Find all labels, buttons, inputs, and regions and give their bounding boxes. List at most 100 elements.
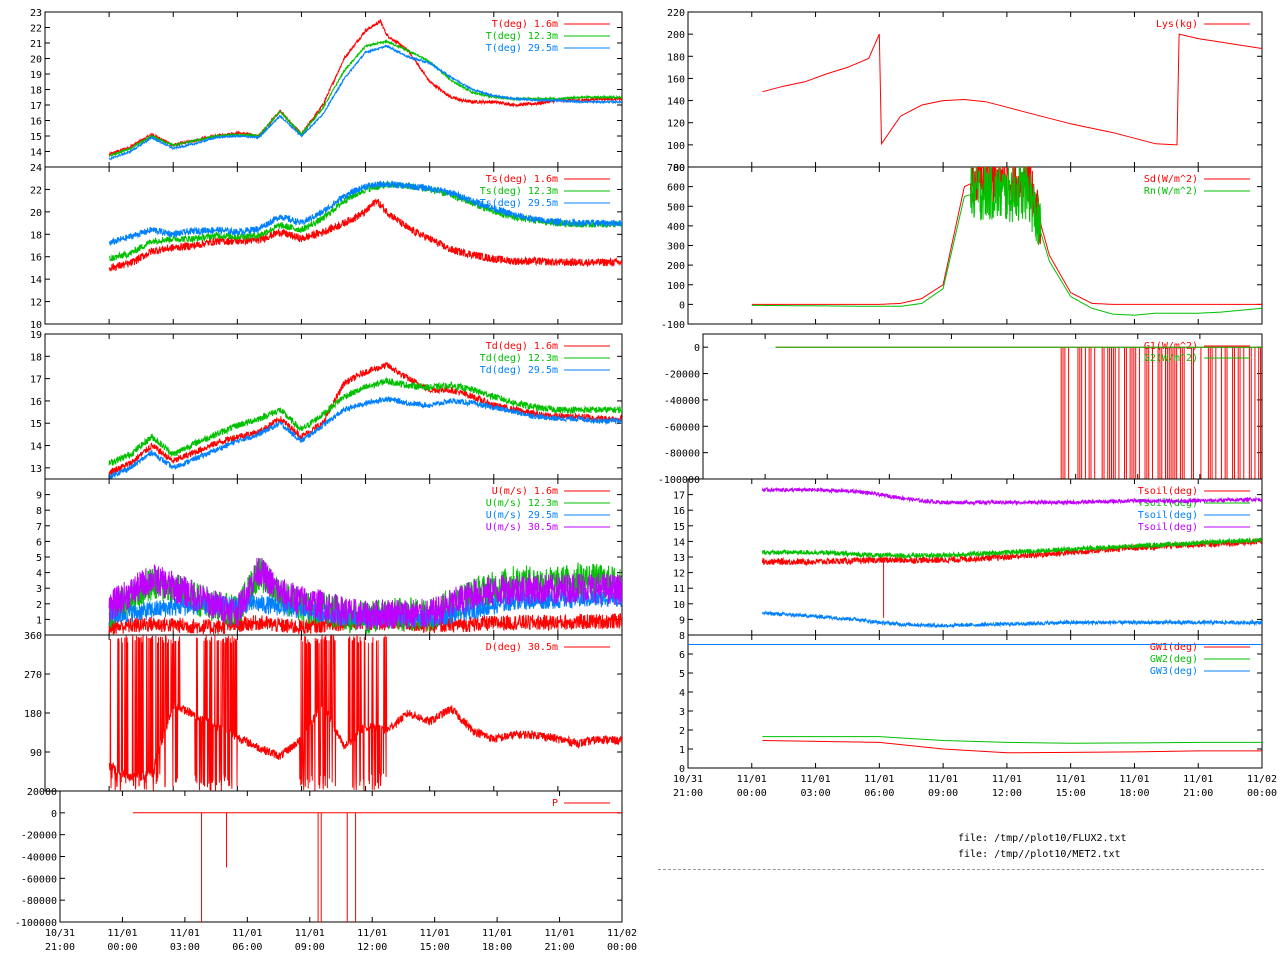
right-xtick-time-label: 06:00 (864, 788, 894, 799)
ytick-label: 14 (673, 537, 685, 548)
series-line-temperature-1 (108, 39, 622, 158)
ytick-label: 15 (30, 132, 42, 143)
legend-label-wind-speed: U(m/s) 29.5m (486, 510, 558, 521)
ytick-label: 200 (667, 30, 685, 41)
legend-label-wind-speed: U(m/s) 12.3m (486, 498, 558, 509)
right-xtick-date-label: 11/01 (737, 774, 767, 785)
ytick-label: -40000 (21, 853, 57, 864)
series-line-lysimeter-0 (762, 33, 1262, 146)
series-line-dewpoint-2 (108, 396, 622, 479)
ytick-label: 120 (667, 119, 685, 130)
left-xtick-date-label: 11/01 (232, 928, 262, 939)
right-xtick-time-label: 21:00 (673, 788, 703, 799)
ytick-label: 12 (673, 569, 685, 580)
panel-frame-ground-water (687, 634, 1263, 769)
ytick-label: 17 (673, 491, 685, 502)
right-xtick-date-label: 11/01 (1119, 774, 1149, 785)
legend-label-soil-temperature: Tsoil(deg) (1138, 510, 1198, 521)
file-label-flux: file: /tmp//plot10/FLUX2.txt (958, 833, 1127, 844)
left-xtick-time-label: 15:00 (420, 942, 450, 953)
panel-frame-surface-temperature (44, 166, 623, 325)
left-xtick-date-label: 11/01 (545, 928, 575, 939)
ytick-label: 0 (51, 809, 57, 820)
right-xtick-date-label: 10/31 (673, 774, 703, 785)
ytick-label: -60000 (21, 874, 57, 885)
ytick-label: 18 (30, 86, 42, 97)
ytick-label: 0 (694, 343, 700, 354)
ytick-label: 2 (36, 600, 42, 611)
legend-label-radiation: Rn(W/m^2) (1144, 186, 1198, 197)
ytick-label: 0 (679, 300, 685, 311)
ytick-label: 18 (30, 352, 42, 363)
ytick-label: 13 (673, 553, 685, 564)
legend-label-dewpoint: Td(deg) 29.5m (480, 365, 558, 376)
series-line-radiation-0 (751, 167, 1262, 305)
left-xtick-time-label: 09:00 (295, 942, 325, 953)
right-xtick-time-label: 09:00 (928, 788, 958, 799)
series-line-temperature-2 (108, 44, 622, 161)
legend-label-temperature: T(deg) 1.6m (492, 19, 558, 30)
ytick-label: 100 (667, 281, 685, 292)
series-line-dewpoint-1 (108, 376, 622, 466)
legend-label-dewpoint: Td(deg) 12.3m (480, 353, 558, 364)
ytick-label: 500 (667, 202, 685, 213)
series-line-ground-water-1 (762, 736, 1262, 744)
ytick-label: 21 (30, 39, 42, 50)
ytick-label: 270 (24, 670, 42, 681)
legend-label-ground-water: GW2(deg) (1150, 654, 1198, 665)
ytick-label: 11 (673, 584, 685, 595)
left-xtick-time-label: 21:00 (45, 942, 75, 953)
ytick-label: 180 (24, 709, 42, 720)
ytick-label: 13 (30, 464, 42, 475)
left-xtick-time-label: 06:00 (232, 942, 262, 953)
left-xtick-date-label: 11/01 (357, 928, 387, 939)
ytick-label: 9 (679, 615, 685, 626)
right-xtick-date-label: 11/02 (1247, 774, 1277, 785)
ytick-label: 15 (673, 522, 685, 533)
left-xtick-date-label: 11/02 (607, 928, 637, 939)
right-xtick-date-label: 11/01 (864, 774, 894, 785)
ytick-label: 14 (30, 148, 42, 159)
ytick-label: 160 (667, 74, 685, 85)
left-xtick-time-label: 03:00 (170, 942, 200, 953)
right-xtick-time-label: 12:00 (992, 788, 1022, 799)
series-line-soil-temperature-3 (761, 486, 1262, 507)
left-xtick-time-label: 12:00 (357, 942, 387, 953)
left-xtick-date-label: 11/01 (107, 928, 137, 939)
ytick-label: 23 (30, 8, 42, 19)
ytick-label: 15 (30, 419, 42, 430)
left-xtick-time-label: 00:00 (107, 942, 137, 953)
ytick-label: 200 (667, 261, 685, 272)
series-line-surface-temperature-0 (108, 198, 622, 272)
ytick-label: 10 (673, 600, 685, 611)
ytick-label: -100000 (658, 475, 700, 486)
ytick-label: 8 (36, 506, 42, 517)
panel-frame-lysimeter (687, 11, 1263, 168)
right-xtick-time-label: 15:00 (1056, 788, 1086, 799)
ytick-label: 9 (36, 491, 42, 502)
series-line-ground-water-0 (762, 740, 1262, 754)
right-xtick-date-label: 11/01 (801, 774, 831, 785)
right-xtick-date-label: 11/01 (992, 774, 1022, 785)
ytick-label: 8 (679, 631, 685, 642)
legend-label-wind-direction: D(deg) 30.5m (486, 642, 558, 653)
ytick-label: 4 (679, 688, 685, 699)
legend-label-radiation: Sd(W/m^2) (1144, 174, 1198, 185)
ytick-label: 1 (679, 745, 685, 756)
ytick-label: -80000 (664, 449, 700, 460)
ytick-label: 16 (30, 253, 42, 264)
ytick-label: 600 (667, 183, 685, 194)
ytick-label: 6 (679, 650, 685, 661)
file-label-met: file: /tmp//plot10/MET2.txt (958, 849, 1121, 860)
ytick-label: 18 (30, 230, 42, 241)
left-xtick-date-label: 11/01 (420, 928, 450, 939)
ytick-label: 700 (667, 163, 685, 174)
legend-label-soil-temperature: Tsoil(deg) (1138, 522, 1198, 533)
ytick-label: -40000 (664, 396, 700, 407)
ytick-label: 360 (24, 631, 42, 642)
series-line-soil-temperature-2 (761, 610, 1262, 629)
ytick-label: -100 (661, 320, 685, 331)
ytick-label: 16 (673, 506, 685, 517)
ytick-label: 20000 (27, 787, 57, 798)
